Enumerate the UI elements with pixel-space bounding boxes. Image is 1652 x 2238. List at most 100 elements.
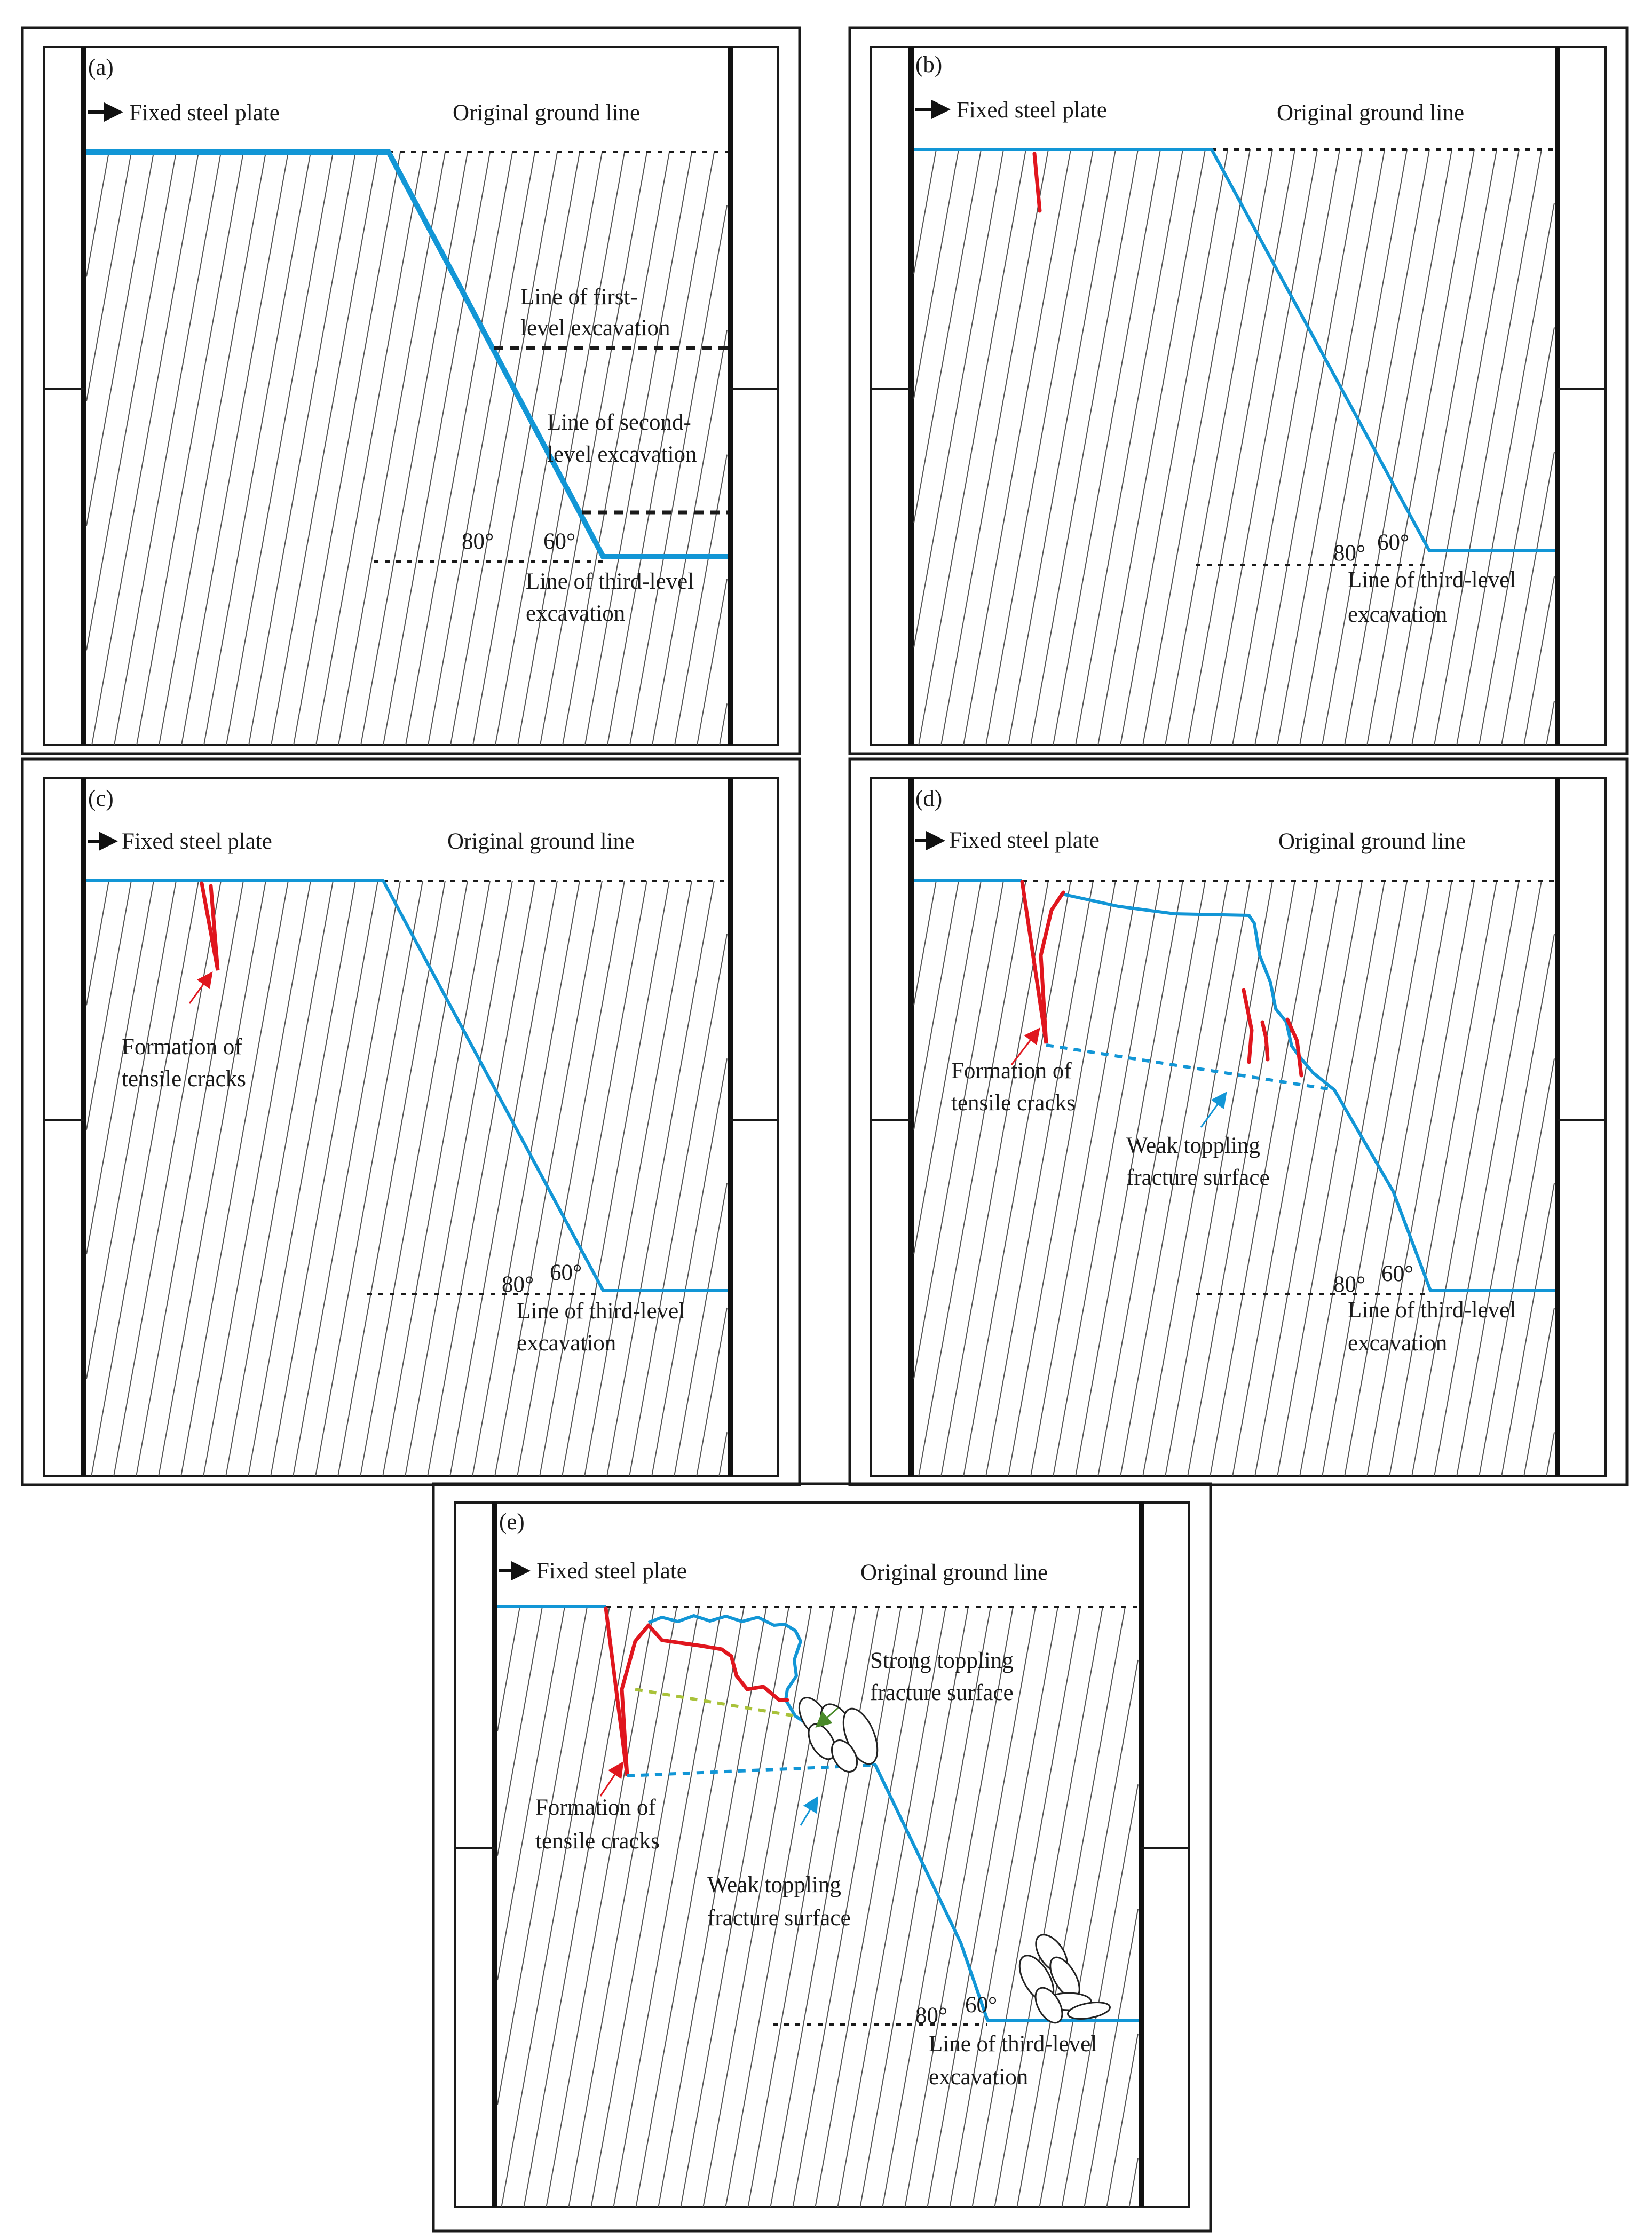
- joint-line: [494, 880, 603, 1477]
- joint-line: [360, 152, 468, 746]
- joint-line: [882, 1606, 991, 2208]
- panel-e: (e) Fixed steel plate Original ground li…: [432, 1482, 1212, 2233]
- joint-line: [86, 152, 109, 277]
- joint-line: [674, 454, 728, 746]
- joint-line: [1546, 1432, 1555, 1477]
- rock-joint-lines: [913, 149, 1555, 746]
- angle-60-label: 60°: [543, 529, 575, 554]
- joint-line: [994, 1606, 1103, 2208]
- joint-line: [913, 149, 1004, 648]
- panel-label: (d): [915, 786, 942, 811]
- joint-line: [904, 1606, 1014, 2208]
- joint-line: [86, 152, 154, 526]
- joint-line: [1299, 149, 1408, 746]
- joint-line: [226, 152, 334, 746]
- internal-crack: [1260, 1020, 1270, 1062]
- slope-surface: [914, 879, 1555, 1292]
- joint-line: [697, 579, 728, 746]
- joint-line: [113, 880, 222, 1477]
- angle-60-label: 60°: [1377, 530, 1409, 555]
- third-level-label-1: Line of third-level: [517, 1299, 685, 1324]
- joint-line: [181, 152, 289, 746]
- panel-label: (e): [499, 1509, 525, 1535]
- joint-line: [270, 880, 378, 1477]
- strong-surface-label-1: Strong toppling: [870, 1648, 1014, 1673]
- joint-line: [1366, 880, 1475, 1477]
- joint-line: [815, 1606, 924, 2208]
- weak-surface-label-2: fracture surface: [707, 1905, 851, 1931]
- joint-line: [1075, 149, 1183, 746]
- joint-line: [940, 149, 1049, 746]
- tensile-crack: [200, 881, 220, 971]
- joint-line: [497, 1606, 543, 1856]
- joint-line: [91, 880, 199, 1477]
- joint-line: [203, 152, 311, 746]
- joint-line: [546, 1606, 655, 2208]
- joint-line: [1277, 149, 1385, 746]
- third-level-label-2: excavation: [929, 2065, 1028, 2090]
- joint-line: [497, 1606, 520, 1731]
- joint-line: [1254, 149, 1363, 746]
- rock-joint-lines: [913, 880, 1555, 1477]
- panel-inner-frame: [43, 777, 779, 1477]
- rock-block: [831, 1739, 858, 1773]
- joint-line: [114, 152, 222, 746]
- panel-inner-frame: [43, 46, 779, 746]
- tensile-crack-label-1: Formation of: [951, 1058, 1072, 1084]
- rock-joint-lines: [86, 152, 728, 746]
- weak-fracture-surface: [1046, 1043, 1335, 1092]
- panel-d: (d) Fixed steel plate Original ground li…: [848, 757, 1629, 1486]
- joint-line: [136, 152, 244, 746]
- joint-line: [770, 1606, 879, 2208]
- joint-line: [203, 880, 311, 1477]
- joint-line: [497, 1606, 565, 1981]
- ground-line-label: Original ground line: [447, 829, 635, 854]
- joint-line: [1344, 880, 1452, 1477]
- joint-line: [913, 880, 982, 1255]
- fallen-blocks-lower: [1018, 1934, 1111, 2024]
- joint-line: [1434, 149, 1542, 746]
- joint-line: [652, 330, 728, 746]
- third-level-label-1: Line of third-level: [1348, 1298, 1516, 1323]
- fixed-plate-label: Fixed steel plate: [129, 100, 280, 125]
- joint-line: [1389, 149, 1497, 746]
- joint-line: [1106, 2033, 1139, 2208]
- joint-line: [1523, 1307, 1555, 1477]
- panel-frame: [21, 26, 801, 755]
- joint-line: [136, 880, 244, 1477]
- joint-line: [607, 152, 715, 746]
- tensile-crack-label-2: tensile cracks: [951, 1090, 1076, 1116]
- first-level-label-1: Line of first-: [520, 284, 638, 310]
- joint-line: [1016, 1606, 1126, 2208]
- joint-line: [428, 152, 535, 746]
- joint-line: [1075, 880, 1183, 1477]
- joint-line: [86, 880, 109, 1006]
- joint-line: [338, 152, 446, 746]
- joint-line: [718, 1432, 728, 1477]
- joint-line: [337, 880, 446, 1477]
- joint-line: [472, 880, 580, 1477]
- joint-line: [949, 1606, 1058, 2208]
- joint-line: [696, 1307, 728, 1477]
- joint-line: [248, 880, 356, 1477]
- joint-line: [913, 149, 937, 274]
- joint-line: [913, 149, 959, 399]
- third-level-label-2: excavation: [517, 1331, 616, 1356]
- joint-line: [1344, 149, 1452, 746]
- angle-80-label: 80°: [462, 529, 494, 554]
- joint-line: [86, 880, 177, 1379]
- joint-line: [1030, 880, 1139, 1477]
- joint-line: [158, 880, 266, 1477]
- joint-line: [1322, 149, 1430, 746]
- first-level-label-2: level excavation: [520, 315, 670, 341]
- joint-line: [315, 152, 423, 746]
- joint-line: [1039, 1659, 1139, 2208]
- crack-arrow-icon: [599, 1761, 624, 1797]
- joint-line: [501, 1606, 610, 2208]
- internal-crack: [1242, 988, 1254, 1064]
- joint-line: [1165, 880, 1273, 1477]
- joint-line: [719, 703, 728, 746]
- weak-surface-label-1: Weak toppling: [1126, 1133, 1260, 1158]
- tensile-crack: [604, 1606, 651, 1776]
- joint-line: [1434, 880, 1542, 1477]
